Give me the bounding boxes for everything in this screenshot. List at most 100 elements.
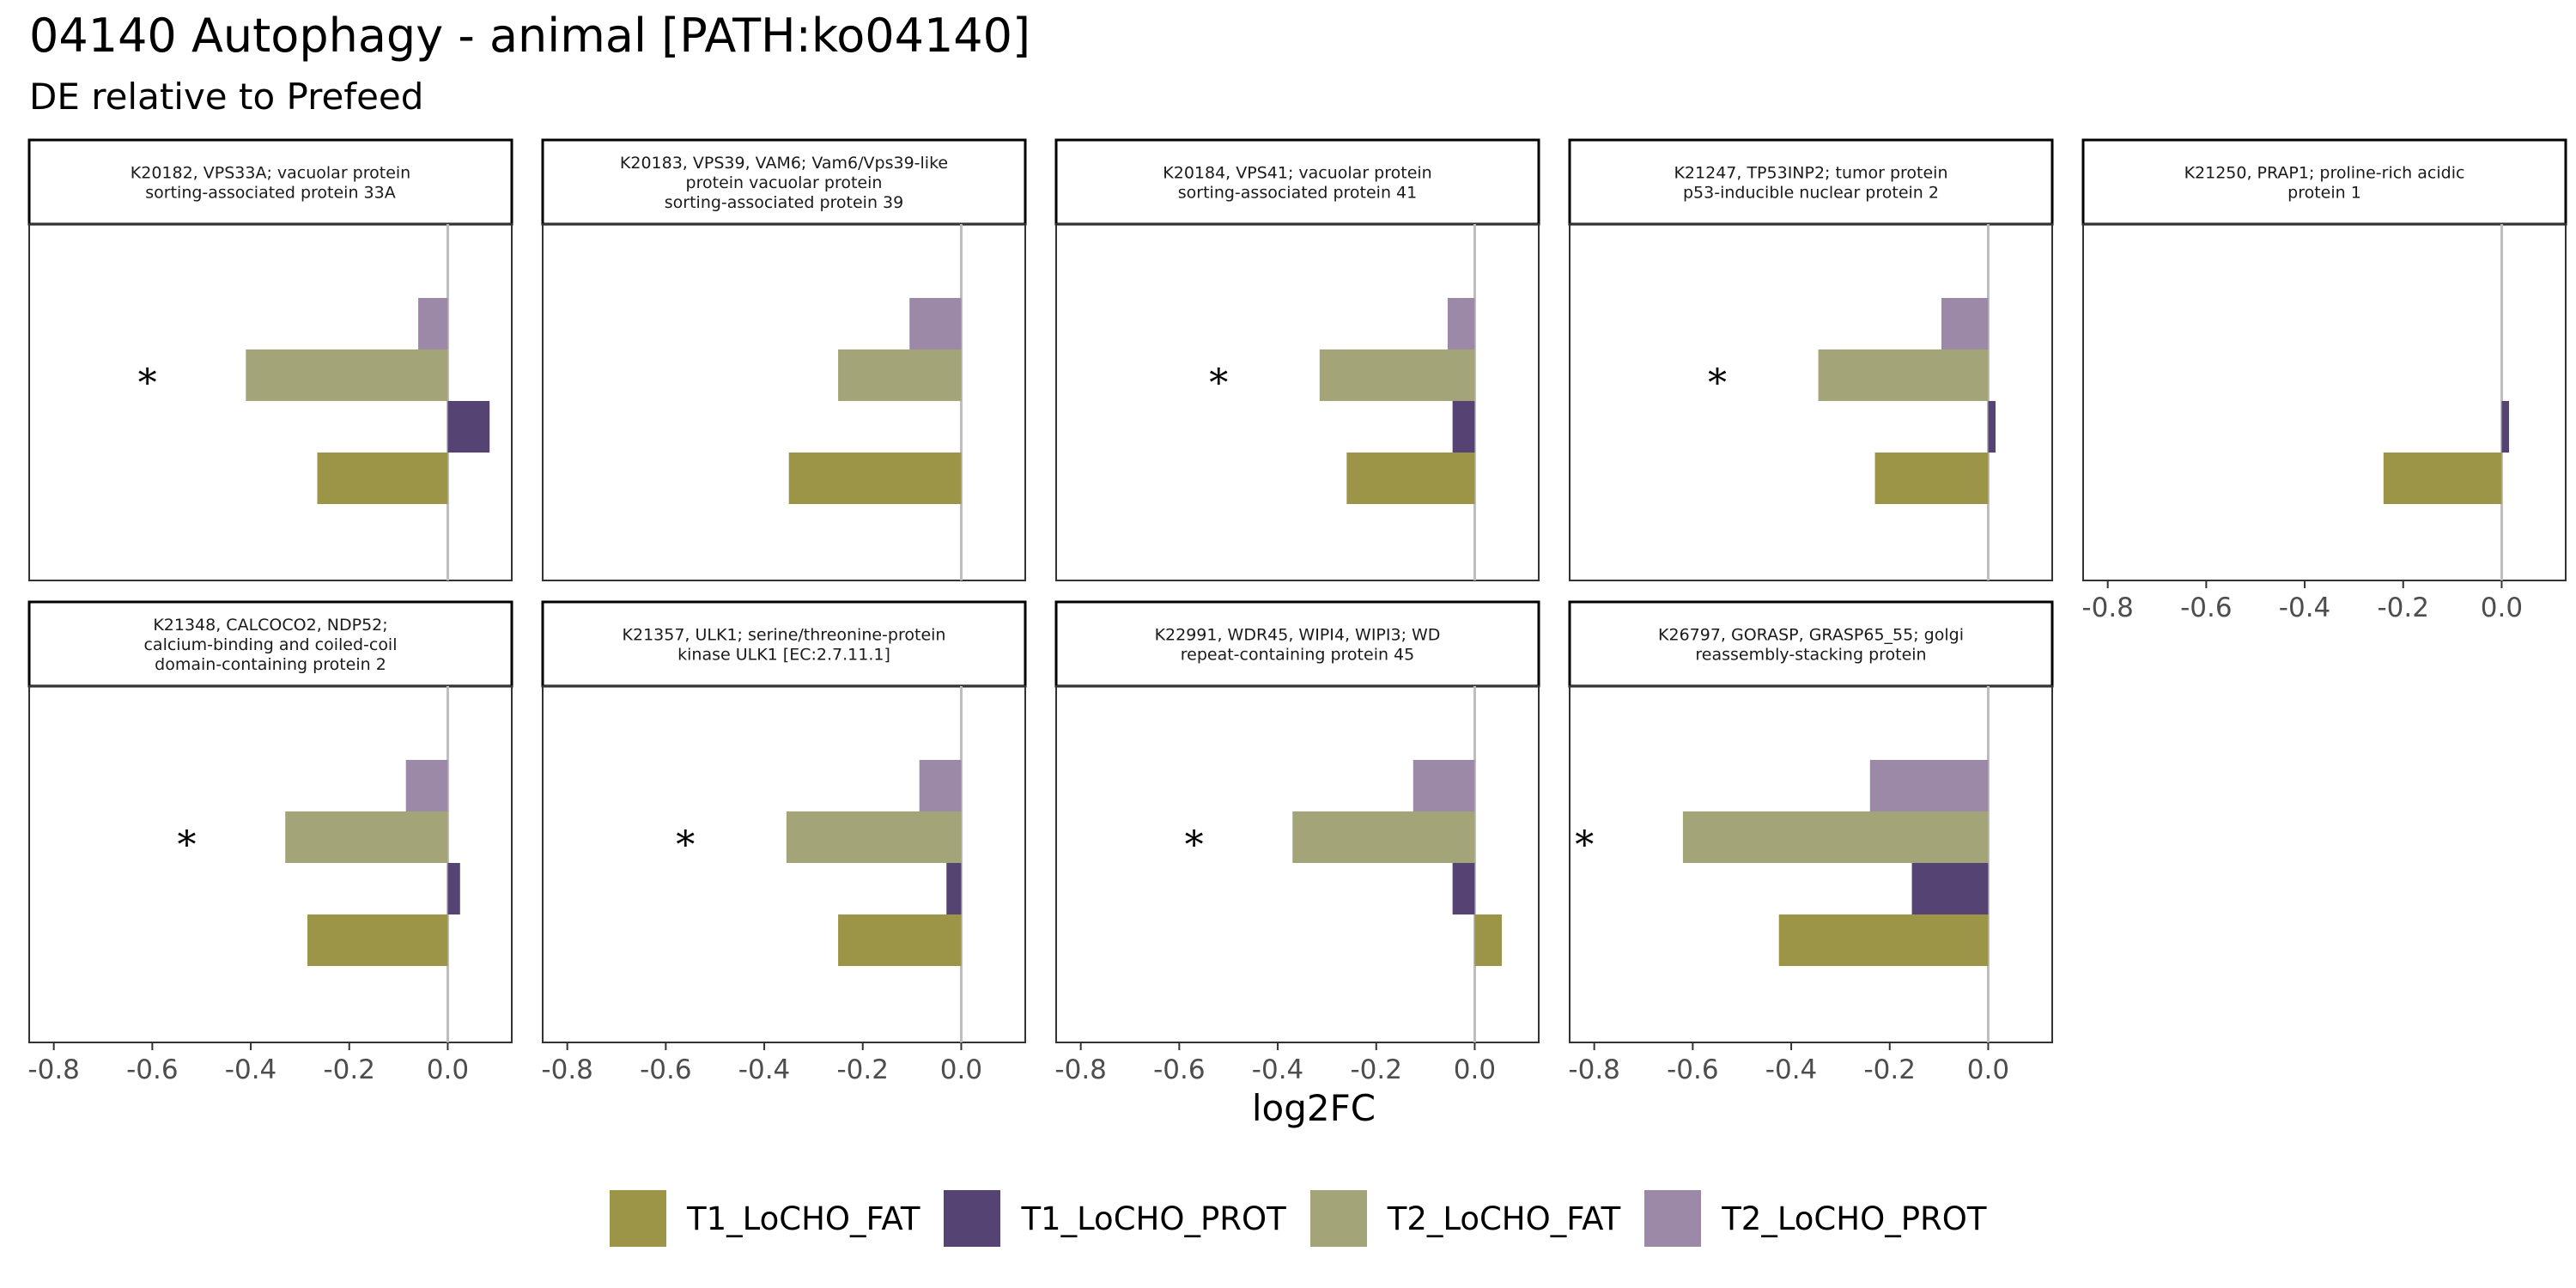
x-tick-label: -0.4 xyxy=(1765,1054,1818,1085)
legend-key xyxy=(944,1190,1001,1247)
legend-key xyxy=(610,1190,666,1247)
facet-panel: K20184, VPS41; vacuolar proteinsorting-a… xyxy=(1054,138,1540,581)
facet-strip-label: K21250, PRAP1; proline-rich acidic xyxy=(2184,164,2465,183)
bar-t2-locho-fat xyxy=(1682,811,1989,863)
bar-t2-locho-fat xyxy=(285,811,448,863)
bar-t2-locho-fat xyxy=(786,811,962,863)
facet-panel: K21250, PRAP1; proline-rich acidicprotei… xyxy=(2081,138,2567,623)
legend-item: T2_LoCHO_PROT xyxy=(1644,1190,1986,1247)
panel-border xyxy=(1055,223,1540,581)
facet-strip-label: K26797, GORASP, GRASP65_55; golgi xyxy=(1658,626,1964,645)
legend: T1_LoCHO_FAT T1_LoCHO_PROT T2_LoCHO_FAT T2_… xyxy=(610,1190,2010,1247)
bar-t1-locho-prot xyxy=(1452,401,1475,453)
facet-strip-label: K21348, CALCOCO2, NDP52; xyxy=(153,616,387,635)
facet-strip-label: protein 1 xyxy=(2287,184,2361,203)
bar-t1-locho-fat xyxy=(838,914,962,966)
significance-star: * xyxy=(178,823,197,867)
x-tick-label: -0.2 xyxy=(1864,1054,1917,1085)
x-tick-label: -0.2 xyxy=(2378,592,2430,623)
legend-label: T2_LoCHO_PROT xyxy=(1722,1200,1987,1237)
panel-border xyxy=(28,685,513,1043)
x-tick-label: -0.6 xyxy=(1153,1054,1206,1085)
facet-strip-label: K21247, TP53INP2; tumor protein xyxy=(1674,164,1947,183)
significance-star: * xyxy=(676,823,695,867)
facet-strip-label: reassembly-stacking protein xyxy=(1695,646,1926,665)
legend-item: T1_LoCHO_PROT xyxy=(944,1190,1286,1247)
bar-t1-locho-fat xyxy=(317,453,448,504)
facet-strip-label: calcium-binding and coiled-coil xyxy=(143,635,397,654)
bar-t1-locho-fat xyxy=(307,914,448,966)
x-tick-label: -0.4 xyxy=(1252,1054,1304,1085)
x-tick-label: -0.2 xyxy=(1351,1054,1403,1085)
facet-strip-label: p53-inducible nuclear protein 2 xyxy=(1683,184,1939,203)
bar-t2-locho-prot xyxy=(418,298,448,349)
facet-strip xyxy=(1054,138,1540,226)
facet-strip-label: K20183, VPS39, VAM6; Vam6/Vps39-like xyxy=(620,154,948,173)
x-tick-label: -0.4 xyxy=(225,1054,277,1085)
bar-t1-locho-prot xyxy=(447,863,460,914)
chart-title: 04140 Autophagy - animal [PATH:ko04140] xyxy=(29,9,1031,63)
x-tick-label: -0.6 xyxy=(1667,1054,1719,1085)
x-tick-label: -0.8 xyxy=(1054,1054,1107,1085)
bar-t2-locho-prot xyxy=(1413,760,1475,811)
facet-panel: K20182, VPS33A; vacuolar proteinsorting-… xyxy=(27,138,513,581)
x-tick-label: -0.6 xyxy=(640,1054,692,1085)
facet-panel: K21348, CALCOCO2, NDP52;calcium-binding … xyxy=(27,600,513,1085)
facet-panel: K26797, GORASP, GRASP65_55; golgireassem… xyxy=(1568,600,2054,1085)
x-tick-label: -0.2 xyxy=(324,1054,376,1085)
legend-label: T2_LoCHO_FAT xyxy=(1387,1200,1621,1237)
legend-key xyxy=(1644,1190,1702,1247)
x-tick-label: 0.0 xyxy=(940,1054,982,1085)
facet-strip xyxy=(2081,138,2567,226)
x-tick-label: -0.8 xyxy=(541,1054,593,1085)
bar-t2-locho-prot xyxy=(909,298,962,349)
legend-key xyxy=(1309,1190,1367,1247)
panel-border xyxy=(1569,223,2053,581)
legend-item: T1_LoCHO_FAT xyxy=(610,1190,920,1247)
bar-t2-locho-fat xyxy=(1319,349,1475,401)
facet-strip xyxy=(1054,600,1540,688)
bar-t1-locho-prot xyxy=(1988,401,1996,453)
x-tick-label: -0.8 xyxy=(27,1054,80,1085)
bar-t1-locho-prot xyxy=(1911,863,1989,914)
panel-border xyxy=(1055,685,1540,1043)
significance-star: * xyxy=(138,361,157,405)
significance-star: * xyxy=(1209,361,1228,405)
facet-strip-label: K22991, WDR45, WIPI4, WIPI3; WD xyxy=(1155,626,1441,645)
facet-strip-label: kinase ULK1 [EC:2.7.11.1] xyxy=(677,646,890,665)
facet-strip-label: domain-containing protein 2 xyxy=(155,655,386,674)
bar-t2-locho-fat xyxy=(1818,349,1989,401)
facet-panel: K22991, WDR45, WIPI4, WIPI3; WDrepeat-co… xyxy=(1054,600,1540,1085)
x-tick-label: -0.4 xyxy=(2279,592,2331,623)
bar-t2-locho-prot xyxy=(405,760,448,811)
x-tick-label: 0.0 xyxy=(427,1054,469,1085)
facet-strip-label: sorting-associated protein 41 xyxy=(1178,184,1417,203)
bar-t1-locho-fat xyxy=(1474,914,1502,966)
x-tick-label: -0.6 xyxy=(2180,592,2233,623)
x-tick-label: 0.0 xyxy=(2481,592,2523,623)
facet-strip-label: sorting-associated protein 39 xyxy=(665,193,903,212)
facet-strip-label: K21357, ULK1; serine/threonine-protein xyxy=(623,626,946,645)
x-tick-label: -0.4 xyxy=(738,1054,791,1085)
legend-item: T2_LoCHO_FAT xyxy=(1309,1190,1621,1247)
bar-t2-locho-fat xyxy=(1292,811,1475,863)
panel-border xyxy=(1569,685,2053,1043)
x-tick-label: -0.8 xyxy=(1568,1054,1620,1085)
bar-t1-locho-prot xyxy=(447,401,490,453)
bar-t1-locho-fat xyxy=(1346,453,1475,504)
facet-strip-label: repeat-containing protein 45 xyxy=(1181,646,1415,665)
bar-t2-locho-fat xyxy=(246,349,448,401)
legend-label: T1_LoCHO_FAT xyxy=(687,1200,920,1237)
facet-strip-label: protein vacuolar protein xyxy=(686,173,883,192)
bar-t1-locho-fat xyxy=(1874,453,1989,504)
bar-t1-locho-prot xyxy=(946,863,962,914)
x-tick-label: 0.0 xyxy=(1967,1054,2009,1085)
panel-border xyxy=(542,223,1026,581)
significance-star: * xyxy=(1185,823,1204,867)
bar-t2-locho-prot xyxy=(1447,298,1475,349)
bar-t1-locho-fat xyxy=(788,453,962,504)
facet-strip-label: sorting-associated protein 33A xyxy=(145,184,395,203)
bar-t2-locho-prot xyxy=(1869,760,1989,811)
bar-t2-locho-prot xyxy=(919,760,962,811)
chart-subtitle: DE relative to Prefeed xyxy=(29,76,424,118)
